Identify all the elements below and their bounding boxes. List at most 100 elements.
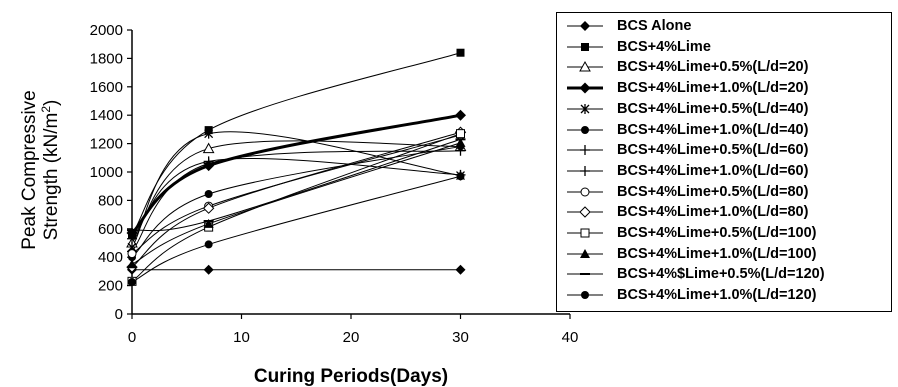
series-2-point-1 [202,142,215,154]
legend-item: BCS+4%Lime+1.0%(L/d=60) [563,161,808,181]
series-0-point-2 [455,264,466,275]
legend-symbol [567,125,603,134]
x-axis-label: Curing Periods(Days) [254,366,448,387]
legend-item: BCS+4%Lime+1.0%(L/d=40) [563,120,808,140]
x-ticks: 0 10 20 30 40 [128,314,579,346]
legend-symbol [567,145,603,156]
legend-marker [580,165,590,176]
legend-marker [580,103,590,114]
legend-item: BCS+4%Lime+0.5%(L/d=20) [563,57,808,77]
series-line-7 [131,157,461,240]
legend-marker [581,125,589,134]
legend-item: BCS+4%Lime+1.0%(L/d=120) [563,285,816,305]
legend-symbol [567,165,603,176]
series-6-point-2 [455,145,466,156]
legend-item: BCS+4%Lime+1.0%(L/d=100) [563,244,816,264]
legend-label: BCS+4%Lime [617,38,711,55]
legend-symbol [567,248,603,258]
legend-item: BCS+4%$Lime+0.5%(L/d=120) [563,264,825,284]
series-5-point-1 [204,190,213,199]
y-axis-label-line1: Peak Compressive [19,90,40,249]
legend-symbol [567,82,603,94]
legend-marker [581,42,589,51]
series-13-point-2 [456,172,465,181]
y-tick-label: 1800 [90,50,123,67]
legend-item: BCS Alone [563,16,691,36]
legend-symbol [567,291,603,300]
y-tick-label: 400 [98,249,123,266]
y-tick-label: 600 [98,221,123,238]
legend-label: BCS+4%Lime+1.0%(L/d=80) [617,204,809,221]
legend-label: BCS+4%Lime+1.0%(L/d=100) [617,245,817,262]
series-line-4 [131,131,461,248]
series-1-point-2 [456,48,465,57]
y-tick-label: 200 [98,278,123,295]
legend-label: BCS+4%Lime+1.0%(L/d=60) [617,162,809,179]
legend-marker [579,61,591,72]
series-line-12 [131,138,461,232]
series-11-point-2 [455,137,466,147]
legend-label: BCS+4%Lime+0.5%(L/d=40) [617,100,809,117]
legend-marker [580,228,590,238]
legend-label: BCS Alone [617,18,692,34]
x-tick-label: 30 [452,329,469,346]
legend-item: BCS+4%Lime+0.5%(L/d=40) [563,99,808,119]
legend-symbol [567,61,603,72]
x-tick-label: 20 [343,329,360,346]
series-line-1 [131,52,461,235]
y-tick-label: 1000 [90,164,123,181]
series-line-5 [131,145,461,258]
legend-symbol [567,273,603,276]
series-line-9 [131,131,461,268]
legend-marker [580,145,590,156]
series-13-point-1 [204,240,213,249]
x-tick-label: 10 [233,329,250,346]
legend-symbol [567,21,603,31]
series-4-point-1 [204,128,214,139]
x-tick-label: 40 [562,329,579,346]
legend-marker [580,248,590,258]
series-11-point-1 [203,218,214,228]
legend-label: BCS+4%$Lime+0.5%(L/d=120) [617,266,825,283]
legend-item: BCS+4%Lime+1.0%(L/d=80) [563,202,808,222]
y-tick-label: 1600 [90,79,123,96]
y-tick-label: 1400 [90,107,123,124]
y-tick-label: 1200 [90,136,123,153]
legend-item: BCS+4%Lime+0.5%(L/d=100) [563,223,816,243]
legend-marker [579,206,591,219]
series-13-point-0 [128,278,136,287]
series-line-11 [131,142,461,265]
legend-symbol [567,228,603,238]
legend-marker [579,82,591,94]
series-markers [126,48,467,287]
y-axis-label-line2: Strength (kN/m2) [39,100,62,241]
series-line-10 [131,133,461,282]
legend-marker [580,21,590,31]
y-tick-label: 0 [115,306,123,323]
series-line-13 [131,175,461,283]
legend-marker [580,187,590,197]
y-tick-label: 800 [98,192,123,209]
legend-symbol [567,206,603,219]
y-axis-label: Peak Compressive Strength (kN/m2) [19,90,62,249]
legend-symbol [567,103,603,114]
legend-label: BCS+4%Lime+0.5%(L/d=60) [617,142,809,159]
legend-label: BCS+4%Lime+0.5%(L/d=80) [617,183,809,200]
legend-label: BCS+4%Lime+1.0%(L/d=120) [617,287,817,304]
legend-marker [581,291,589,300]
series-10-point-2 [456,129,465,139]
series-7-point-0 [127,233,137,244]
series-7-point-1 [203,156,214,167]
series-3-point-2 [455,109,466,121]
legend-symbol [567,187,603,197]
series-line-8 [131,134,461,255]
legend-symbol [567,42,603,51]
series-9-point-1 [202,202,215,214]
legend-item: BCS+4%Lime+1.0%(L/d=20) [563,78,808,98]
legend-label: BCS+4%Lime+0.5%(L/d=100) [617,225,817,241]
legend-label: BCS+4%Lime+0.5%(L/d=20) [617,59,809,76]
series-line-6 [131,150,461,252]
legend-item: BCS+4%Lime+0.5%(L/d=80) [563,182,808,202]
legend-label: BCS+4%Lime+1.0%(L/d=40) [617,121,809,138]
series-0-point-1 [203,264,214,275]
